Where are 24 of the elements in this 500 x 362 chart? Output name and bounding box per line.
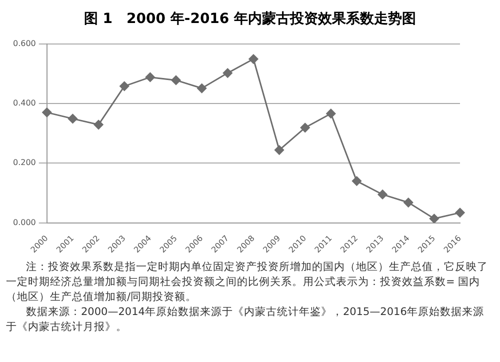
point: [352, 176, 362, 186]
point: [455, 208, 465, 218]
point: [145, 72, 155, 82]
point: [429, 214, 439, 223]
y-tick-label: 0.600: [12, 38, 36, 48]
point: [378, 190, 388, 200]
y-tick-label: 0.200: [12, 158, 36, 168]
point: [404, 198, 414, 208]
point: [197, 84, 207, 94]
point: [248, 54, 258, 64]
y-tick-label: 0.400: [12, 98, 36, 108]
point: [68, 114, 78, 124]
point: [94, 120, 104, 130]
point: [222, 68, 232, 78]
source-note: 数据来源：2000—2014年原始数据来源于《内蒙古统计年鉴》，2015—2016年原始数据来源于《内蒙古统计月报》。: [6, 305, 485, 335]
point: [120, 81, 130, 91]
text: 注：投资效果系数是指一定时期内单位固定资产投资所增加的国内（地区）生产总值，它反映了一定时期经济总量增加额与同期社会投资额之间的比例关系。用公式表示为：投资效益系数= 国内（地区）生产总值增加额/同期投资额。: [6, 260, 489, 305]
point: [300, 122, 310, 132]
point: [171, 75, 181, 85]
y-tick-label: 0.000: [12, 218, 36, 227]
point: [42, 108, 52, 118]
chart-title: 图 1 2000 年-2016 年内蒙古投资效果系数走势图: [82, 10, 418, 29]
point: [274, 145, 284, 155]
point: [326, 108, 336, 118]
